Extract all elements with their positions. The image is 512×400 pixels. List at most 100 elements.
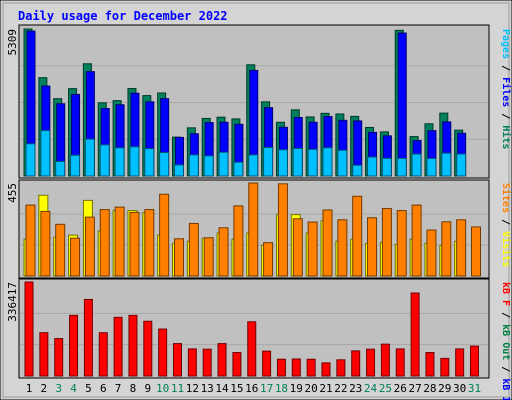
hits-bar-pages [114,147,125,177]
kbytes-bar-kb-f [113,316,123,377]
hits-bar-pages [441,152,452,177]
kbytes-bar-kb-f [39,332,49,377]
kbytes-bar-kb-f [291,358,301,377]
day-label: 26 [394,382,407,395]
hits-bar-pages [248,154,259,177]
kbytes-bar-kb-f [395,348,405,377]
day-label: 7 [115,382,122,395]
hits-bar-pages [337,149,348,177]
hits-bar-pages [381,157,392,177]
day-label: 10 [156,382,169,395]
day-label: 14 [215,382,229,395]
kbytes-bar-kb-f [380,343,390,377]
hits-bar-pages [144,148,155,177]
kbytes-bar-kb-f [143,320,153,377]
kbytes-bar-kb-f [187,348,197,377]
hits-bar-files [397,32,407,177]
day-label: 13 [201,382,214,395]
visits-bar-sites [411,204,422,277]
visits-max-label: 455 [6,183,19,203]
hits-max-label: 5309 [6,29,19,56]
chart-title: Daily usage for December 2022 [18,9,228,23]
kbytes-legend: kB F / kB Out / kB In [500,282,511,400]
legend-item-visits: Visits [500,231,512,267]
kbytes-bar-kb-f [321,362,331,377]
legend-item-hits: Hits [500,125,512,149]
hits-bar-pages [411,153,422,177]
hits-bar-pages [159,151,170,177]
day-label: 1 [26,382,33,395]
legend-item-kb-f: kB F [500,282,511,306]
kbytes-bar-kb-f [173,343,182,377]
hits-bar-pages [218,151,229,177]
visits-bar-sites [307,221,318,277]
kbytes-bar-kb-f [336,359,346,377]
kbytes-bar-kb-f [24,281,34,377]
hits-bar-pages [292,147,303,177]
day-label: 20 [305,382,318,395]
kbytes-bar-kb-f [158,328,168,377]
day-label: 31 [468,382,481,395]
day-label: 18 [275,382,288,395]
day-label: 27 [408,382,421,395]
legend-item-kb-out: kB Out [500,324,511,360]
kbytes-bar-kb-f [351,350,361,377]
hits-bar-pages [99,144,110,177]
kbytes-bar-kb-f [217,343,227,377]
hits-bar-pages [70,154,81,177]
visits-bar-sites [114,206,125,277]
visits-bar-sites [233,205,244,277]
kbytes-bar-kb-f [98,332,108,377]
visits-bar-sites [55,223,66,277]
visits-bar-sites [188,222,199,277]
hits-bar-pages [129,146,140,177]
visits-bar-sites [99,209,110,277]
hits-bar-pages [174,164,184,177]
day-label: 5 [85,382,92,395]
day-label: 28 [423,382,436,395]
hits-bar-pages [203,155,214,177]
kbytes-max-label: 336417 [6,282,19,322]
visits-bar-sites [426,229,437,277]
hits-bar-pages [426,157,437,177]
hits-bar-pages [263,146,274,177]
day-label: 4 [70,382,77,395]
visits-bar-sites [352,195,363,277]
visits-bar-sites [381,208,392,277]
hits-bar-pages [367,156,378,177]
kbytes-bar-kb-f [69,314,79,377]
kbytes-bar-kb-f [470,345,479,377]
kbytes-bar-kb-f [425,352,435,377]
kbytes-bar-kb-f [232,352,242,377]
visits-bar-sites [263,242,274,277]
visits-bar-sites [396,210,407,277]
hits-bar-pages [396,157,407,177]
hits-bar-pages [40,130,51,177]
visits-bar-sites [367,217,378,277]
visits-bar-sites [441,221,452,277]
kbytes-bar-kb-f [276,358,286,377]
visits-bar-sites [40,210,51,277]
legend-separator: / [500,360,511,378]
kbytes-bar-kb-f [202,348,212,377]
day-label: 21 [319,382,332,395]
kbytes-bar-kb-f [83,298,93,377]
kbytes-bar-kb-f [262,350,272,377]
visits-bar-sites [292,218,303,277]
visits-bar-sites [471,226,481,277]
day-label: 22 [334,382,347,395]
hits-bar-pages [55,160,66,177]
kbytes-bar-kb-f [455,348,465,377]
kbytes-bar-kb-f [366,348,376,377]
day-label: 3 [55,382,62,395]
day-label: 16 [245,382,258,395]
visits-bar-sites [218,227,229,277]
legend-separator: / [500,306,511,324]
legend-item-pages: Pages [500,29,511,59]
day-label: 12 [186,382,199,395]
day-label: 15 [230,382,243,395]
day-label: 25 [379,382,392,395]
day-label: 6 [100,382,107,395]
visits-bar-sites [84,216,95,277]
